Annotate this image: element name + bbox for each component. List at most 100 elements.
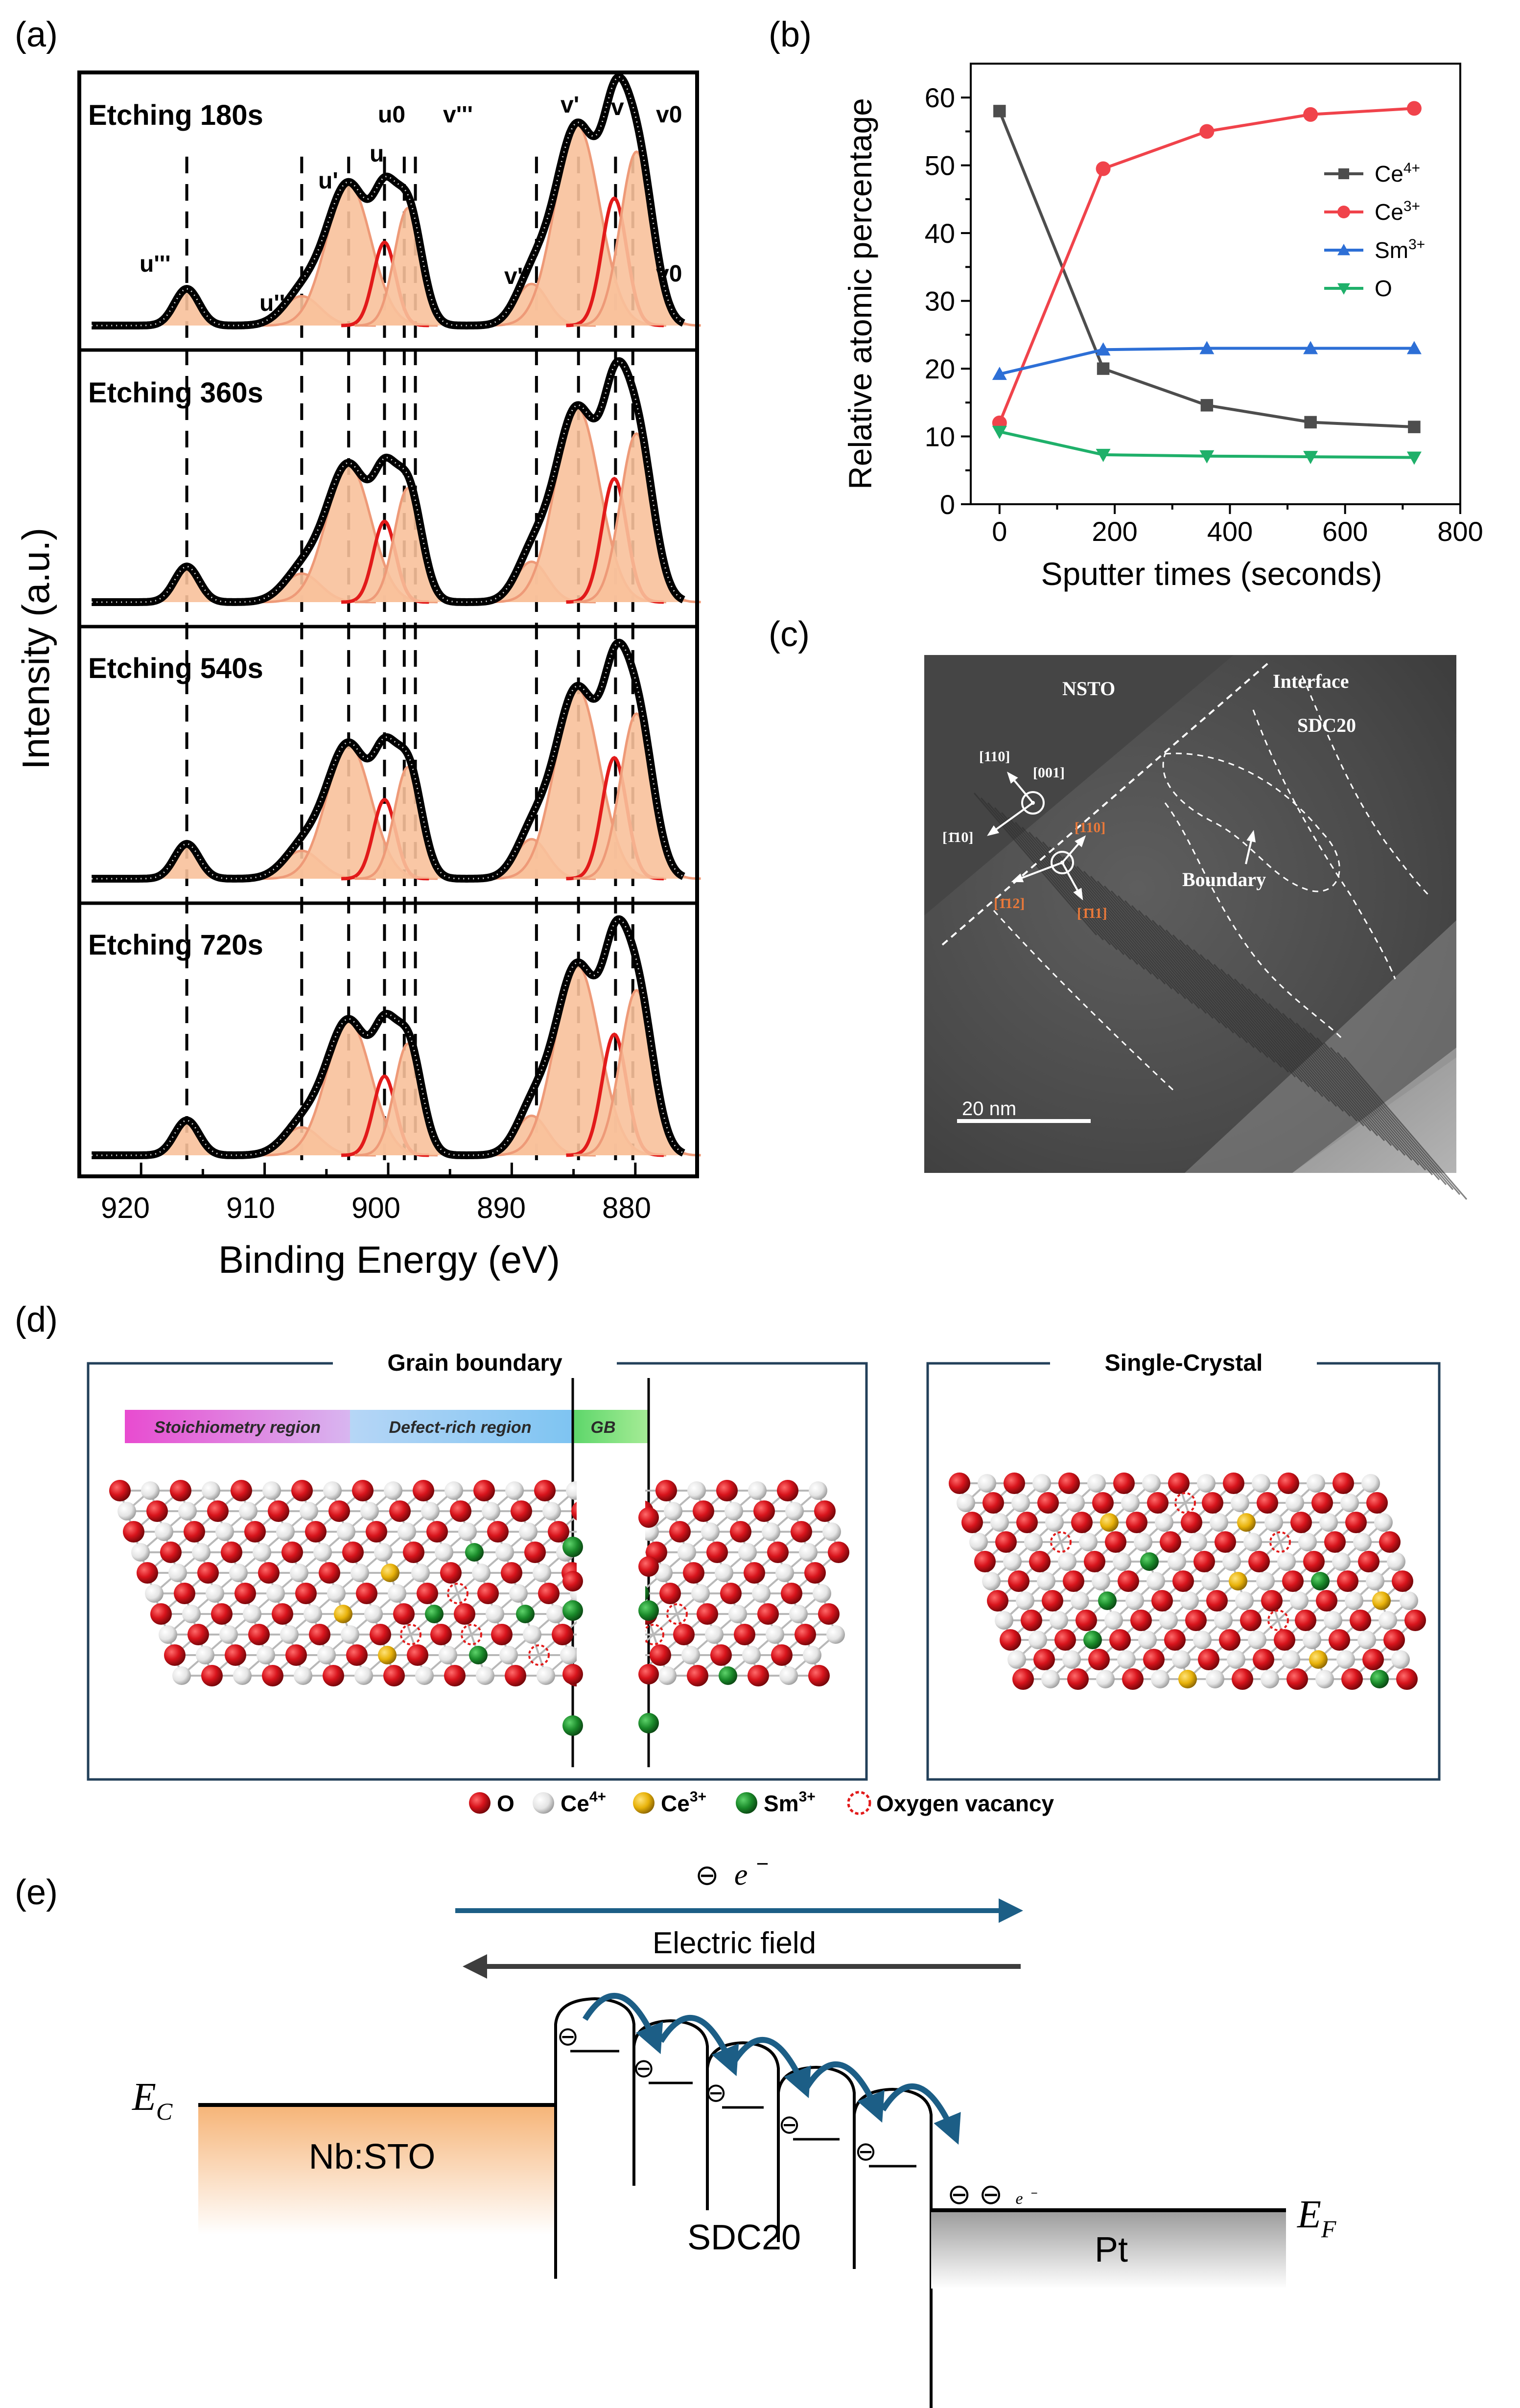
electron-flow-arrowhead xyxy=(999,1898,1023,1923)
atom-c4 xyxy=(229,1564,248,1582)
atom-o xyxy=(808,1665,830,1686)
atom-c4 xyxy=(439,1646,457,1664)
single-crystal-lattice xyxy=(949,1473,1426,1690)
atom-sm xyxy=(719,1666,737,1685)
tem-fringe xyxy=(1247,988,1372,1131)
atom-c4 xyxy=(1366,1572,1384,1590)
gb-atom xyxy=(562,1537,583,1557)
atom-o xyxy=(389,1500,411,1522)
tem-fringe xyxy=(1288,1018,1413,1161)
atom-o xyxy=(383,1665,405,1686)
atom-o xyxy=(248,1624,270,1645)
atom-c4 xyxy=(145,1584,164,1603)
atom-o xyxy=(450,1500,471,1522)
tem-fringe xyxy=(1186,944,1310,1087)
atom-c4 xyxy=(327,1584,346,1603)
atom-c4 xyxy=(374,1543,393,1562)
tem-boundary-dash-1 xyxy=(993,910,1176,1093)
atom-o xyxy=(123,1521,144,1543)
atom-o xyxy=(454,1603,475,1625)
atom-o xyxy=(757,1603,779,1625)
tem-interface-label: Interface xyxy=(1273,670,1349,692)
xps-fit-peak xyxy=(137,289,236,326)
hop-arrow xyxy=(880,2083,961,2145)
atom-o xyxy=(1396,1668,1418,1690)
atom-c4 xyxy=(168,1564,187,1582)
atom-c4 xyxy=(257,1646,275,1664)
hopping-arrows xyxy=(582,1993,961,2145)
atom-o xyxy=(184,1521,205,1543)
atom-c4 xyxy=(701,1522,720,1541)
atom-o xyxy=(655,1480,677,1501)
peak-label-u0: u0 xyxy=(378,102,405,128)
atom-sm xyxy=(1098,1591,1117,1610)
tem-fringe xyxy=(1062,856,1187,999)
atom-o xyxy=(1206,1590,1228,1612)
atom-c4 xyxy=(458,1522,477,1541)
atom-c4 xyxy=(1024,1533,1043,1551)
trapped-electron: ⊖ xyxy=(557,2022,579,2051)
atom-c4 xyxy=(415,1666,434,1685)
xps-fit-peak xyxy=(259,1020,438,1155)
data-point xyxy=(993,105,1006,117)
atom-c4 xyxy=(290,1564,308,1582)
atom-o xyxy=(1088,1649,1110,1670)
xps-fit-peak xyxy=(137,1120,236,1155)
atom-o xyxy=(346,1644,368,1666)
atom-c4 xyxy=(1374,1513,1393,1532)
data-point xyxy=(1408,421,1421,433)
sdc20-label: SDC20 xyxy=(687,2218,801,2257)
atom-sm xyxy=(1140,1552,1159,1571)
atom-c4 xyxy=(803,1646,821,1664)
atom-o xyxy=(1311,1492,1333,1514)
atom-o xyxy=(1350,1610,1371,1631)
atom-o xyxy=(669,1521,691,1543)
xps-fit-peak xyxy=(353,488,463,602)
atom-o xyxy=(258,1562,280,1584)
atom-c4 xyxy=(1146,1572,1165,1590)
atom-c4 xyxy=(276,1522,295,1541)
tem-fringe xyxy=(980,797,1104,940)
atom-o xyxy=(150,1603,172,1625)
atom-c4 xyxy=(1290,1591,1309,1610)
tem-fringe xyxy=(1316,1037,1440,1180)
atom-c4 xyxy=(172,1666,191,1685)
atom-c4 xyxy=(1041,1670,1060,1688)
atom-o xyxy=(174,1583,195,1604)
atom-o xyxy=(748,1665,769,1686)
atom-o xyxy=(1345,1512,1367,1533)
atom-c4 xyxy=(1189,1533,1207,1551)
atom-c4 xyxy=(178,1502,197,1520)
atom-c4 xyxy=(1138,1631,1157,1649)
atom-o xyxy=(974,1551,996,1572)
atom-c4 xyxy=(738,1543,757,1562)
hop-arrow xyxy=(804,2061,885,2123)
atom-o xyxy=(987,1590,1008,1612)
atom-o xyxy=(366,1521,387,1543)
xps-spectrum-0 xyxy=(89,73,701,329)
atom-c4 xyxy=(131,1543,150,1562)
atom-o xyxy=(501,1562,522,1584)
electric-field-arrowhead xyxy=(463,1954,487,1979)
atom-c4 xyxy=(1117,1650,1136,1669)
xps-peak-labels: u''' u'' u' u u0 v''' v'' v' v v0 v0 xyxy=(140,92,682,316)
panel-c-label: (c) xyxy=(769,615,810,654)
atom-c4 xyxy=(1011,1494,1030,1512)
atom-c4 xyxy=(435,1543,453,1562)
atom-o xyxy=(804,1562,826,1584)
atom-o xyxy=(444,1665,466,1686)
atom-c4 xyxy=(1210,1513,1228,1532)
atom-o xyxy=(305,1521,327,1543)
atom-c4 xyxy=(1248,1631,1266,1649)
tem-fringe xyxy=(1097,881,1221,1024)
atom-c4 xyxy=(519,1522,538,1541)
tem-fringe xyxy=(1138,910,1262,1053)
atom-c4 xyxy=(1087,1474,1106,1493)
atom-c4 xyxy=(1032,1474,1051,1493)
legend-marker xyxy=(1337,206,1350,218)
tem-fringe xyxy=(1254,993,1379,1136)
data-point xyxy=(992,367,1007,380)
atom-c4 xyxy=(1252,1474,1270,1493)
atom-c4 xyxy=(560,1646,579,1664)
xps-fit-peak xyxy=(353,208,463,326)
